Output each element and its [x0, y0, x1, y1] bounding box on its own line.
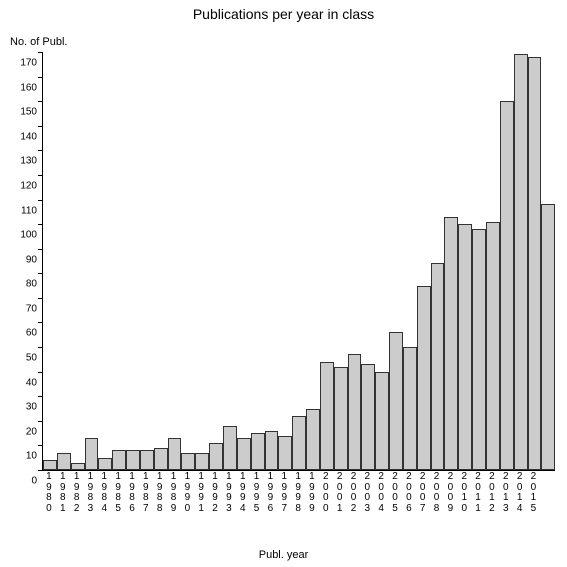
- xtick-label: 1989: [167, 472, 181, 514]
- ytick-label: 160: [9, 82, 37, 93]
- xtick-label: 1996: [264, 472, 278, 514]
- bar: [85, 438, 99, 470]
- bars: [43, 52, 555, 470]
- ytick-label: 90: [9, 254, 37, 265]
- bar: [98, 458, 112, 470]
- xtick-label: 1993: [222, 472, 236, 514]
- bar: [334, 367, 348, 470]
- bar: [431, 263, 445, 470]
- xtick-pad: [540, 472, 554, 514]
- ytick-label: 0: [9, 476, 37, 487]
- xtick-label: 1981: [56, 472, 70, 514]
- bar: [417, 286, 431, 470]
- bar: [251, 433, 265, 470]
- xtick-label: 1983: [84, 472, 98, 514]
- ytick-label: 50: [9, 353, 37, 364]
- xtick-label: 1997: [277, 472, 291, 514]
- ytick-label: 140: [9, 131, 37, 142]
- plot-area: [42, 52, 555, 471]
- bar: [375, 372, 389, 470]
- x-axis-label: Publ. year: [0, 549, 567, 561]
- bar: [278, 436, 292, 470]
- ytick-label: 100: [9, 230, 37, 241]
- xtick-label: 1986: [125, 472, 139, 514]
- xtick-label: 2013: [499, 472, 513, 514]
- bar: [528, 57, 542, 470]
- ytick-label: 10: [9, 451, 37, 462]
- xtick-label: 1984: [97, 472, 111, 514]
- bar: [126, 450, 140, 470]
- xtick-label: 2011: [471, 472, 485, 514]
- xtick-label: 1982: [70, 472, 84, 514]
- xtick-label: 2002: [347, 472, 361, 514]
- xtick-label: 2010: [457, 472, 471, 514]
- bar: [168, 438, 182, 470]
- bar: [209, 443, 223, 470]
- ytick-label: 20: [9, 426, 37, 437]
- bar: [541, 204, 555, 470]
- bar: [444, 217, 458, 470]
- bar: [140, 450, 154, 470]
- bar: [195, 453, 209, 470]
- xtick-label: 2003: [360, 472, 374, 514]
- bar: [403, 347, 417, 470]
- bar: [486, 222, 500, 470]
- ytick-label: 40: [9, 377, 37, 388]
- bar: [265, 431, 279, 470]
- ytick-label: 170: [9, 58, 37, 69]
- xtick-label: 1990: [180, 472, 194, 514]
- xtick-label: 1992: [208, 472, 222, 514]
- xtick-label: 1999: [305, 472, 319, 514]
- ytick-label: 60: [9, 328, 37, 339]
- ytick-label: 150: [9, 107, 37, 118]
- xtick-label: 2000: [319, 472, 333, 514]
- bar: [154, 448, 168, 470]
- chart-title: Publications per year in class: [0, 6, 567, 22]
- bar: [472, 229, 486, 470]
- ytick-label: 110: [9, 205, 37, 216]
- xtick-label: 1987: [139, 472, 153, 514]
- ytick-label: 80: [9, 279, 37, 290]
- chart-container: Publications per year in class No. of Pu…: [0, 0, 567, 567]
- ytick-label: 130: [9, 156, 37, 167]
- xtick-label: 2004: [374, 472, 388, 514]
- bar: [458, 224, 472, 470]
- bar: [306, 409, 320, 470]
- xtick-label: 2009: [443, 472, 457, 514]
- bar: [237, 438, 251, 470]
- xtick-label: 2008: [430, 472, 444, 514]
- ytick-label: 70: [9, 303, 37, 314]
- xtick-label: 1980: [42, 472, 56, 514]
- xtick-label: 2006: [402, 472, 416, 514]
- x-ticks: 1980198119821983198419851986198719881989…: [42, 472, 554, 514]
- bar: [500, 101, 514, 470]
- xtick-label: 2015: [527, 472, 541, 514]
- bar: [181, 453, 195, 470]
- bar: [348, 354, 362, 470]
- xtick-label: 1985: [111, 472, 125, 514]
- bar: [57, 453, 71, 470]
- bar: [223, 426, 237, 470]
- bar: [389, 332, 403, 470]
- bar: [112, 450, 126, 470]
- xtick-label: 1998: [291, 472, 305, 514]
- xtick-label: 1991: [194, 472, 208, 514]
- bar: [43, 460, 57, 470]
- xtick-label: 2007: [416, 472, 430, 514]
- xtick-label: 1994: [236, 472, 250, 514]
- bar: [514, 54, 528, 470]
- ytick-label: 30: [9, 402, 37, 413]
- xtick-label: 1995: [250, 472, 264, 514]
- xtick-label: 1988: [153, 472, 167, 514]
- y-axis-label: No. of Publ.: [10, 36, 67, 48]
- bar: [361, 364, 375, 470]
- bar: [71, 463, 85, 470]
- xtick-label: 2014: [513, 472, 527, 514]
- xtick-label: 2001: [333, 472, 347, 514]
- xtick-label: 2012: [485, 472, 499, 514]
- bar: [292, 416, 306, 470]
- ytick-label: 120: [9, 180, 37, 191]
- bar: [320, 362, 334, 470]
- xtick-label: 2005: [388, 472, 402, 514]
